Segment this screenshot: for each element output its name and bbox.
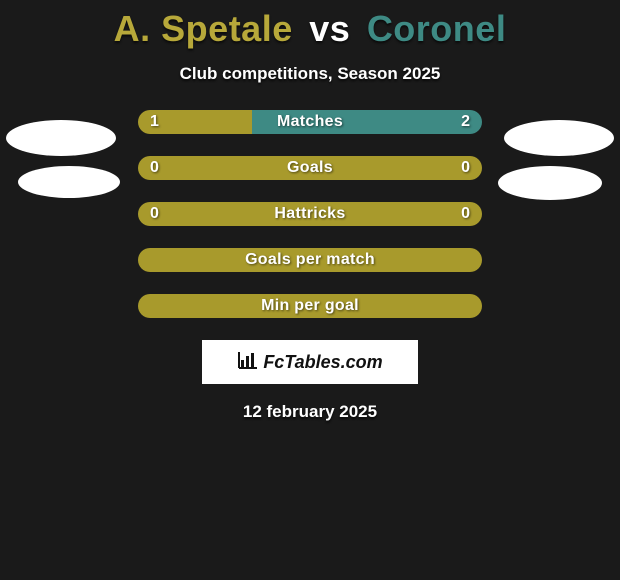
bar-value-right: 0 bbox=[461, 156, 470, 180]
bar-value-left: 1 bbox=[150, 110, 159, 134]
player1-club-avatar-placeholder bbox=[18, 166, 120, 198]
stat-bar: Hattricks0 0 bbox=[138, 202, 482, 226]
player2-avatar-placeholder bbox=[504, 120, 614, 156]
bar-value-right: 2 bbox=[461, 110, 470, 134]
stat-bar: Goals0 0 bbox=[138, 156, 482, 180]
bar-label: Matches bbox=[138, 110, 482, 134]
stat-bar: Min per goal bbox=[138, 294, 482, 318]
bar-label: Min per goal bbox=[138, 294, 482, 318]
player2-name: Coronel bbox=[367, 8, 507, 49]
player2-club-avatar-placeholder bbox=[498, 166, 602, 200]
bar-label: Hattricks bbox=[138, 202, 482, 226]
bar-value-right: 0 bbox=[461, 202, 470, 226]
player1-avatar-placeholder bbox=[6, 120, 116, 156]
stat-bar: Goals per match bbox=[138, 248, 482, 272]
bar-chart-icon bbox=[237, 350, 259, 375]
bar-label: Goals bbox=[138, 156, 482, 180]
vs-text: vs bbox=[309, 8, 350, 49]
snapshot-date: 12 february 2025 bbox=[0, 402, 620, 422]
player1-name: A. Spetale bbox=[114, 8, 293, 49]
subtitle: Club competitions, Season 2025 bbox=[0, 64, 620, 84]
page-title: A. Spetale vs Coronel bbox=[0, 0, 620, 50]
bar-value-left: 0 bbox=[150, 202, 159, 226]
bar-label: Goals per match bbox=[138, 248, 482, 272]
source-badge-text: FcTables.com bbox=[263, 352, 382, 373]
stat-bars: Matches12Goals00Hattricks00Goals per mat… bbox=[138, 110, 482, 318]
comparison-stage: Matches12Goals00Hattricks00Goals per mat… bbox=[0, 110, 620, 318]
bar-value-left: 0 bbox=[150, 156, 159, 180]
stat-bar: Matches1 2 bbox=[138, 110, 482, 134]
source-badge[interactable]: FcTables.com bbox=[202, 340, 418, 384]
